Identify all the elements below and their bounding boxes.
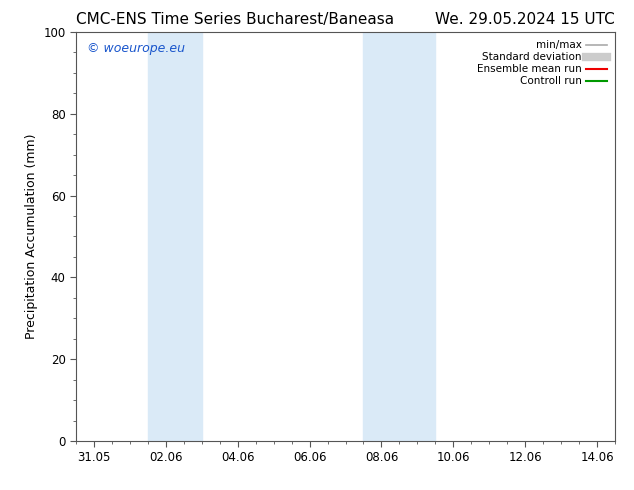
Bar xyxy=(363,32,436,441)
Text: CMC-ENS Time Series Bucharest/Baneasa: CMC-ENS Time Series Bucharest/Baneasa xyxy=(76,12,394,27)
Legend: min/max, Standard deviation, Ensemble mean run, Controll run: min/max, Standard deviation, Ensemble me… xyxy=(474,37,610,90)
Y-axis label: Precipitation Accumulation (mm): Precipitation Accumulation (mm) xyxy=(25,134,38,339)
Bar xyxy=(148,32,202,441)
Text: © woeurope.eu: © woeurope.eu xyxy=(87,42,185,55)
Text: We. 29.05.2024 15 UTC: We. 29.05.2024 15 UTC xyxy=(435,12,615,27)
